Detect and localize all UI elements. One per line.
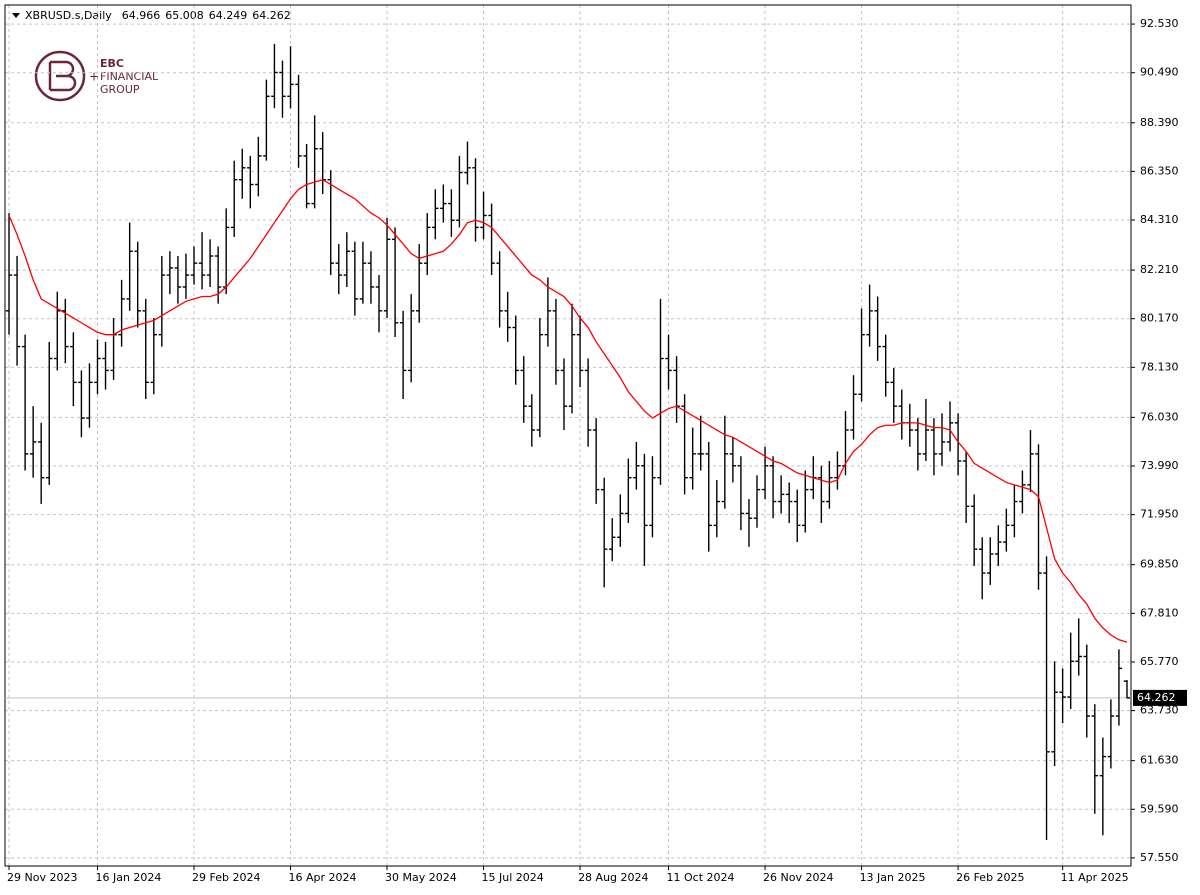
- logo-plus: +: [89, 70, 99, 84]
- y-tick-label: 78.130: [1140, 360, 1179, 373]
- logo: + EBC FINANCIAL GROUP: [34, 50, 159, 102]
- y-tick-label: 73.990: [1140, 459, 1179, 472]
- last-high: 65.008: [165, 9, 204, 22]
- y-tick-label: 82.210: [1140, 263, 1179, 276]
- y-tick-label: 59.590: [1140, 802, 1179, 815]
- logo-glyph: [48, 60, 77, 92]
- y-tick-label: 65.770: [1140, 655, 1179, 668]
- x-tick-label: 30 May 2024: [385, 871, 457, 884]
- y-tick-label: 69.850: [1140, 558, 1179, 571]
- x-tick-label: 29 Nov 2023: [7, 871, 77, 884]
- y-tick-label: 61.630: [1140, 754, 1179, 767]
- chart-title: XBRUSD.s,Daily: [25, 9, 112, 22]
- logo-text: GROUP: [100, 83, 140, 96]
- last-close: 64.262: [252, 9, 291, 22]
- last-open: 64.966: [122, 9, 161, 22]
- y-tick-label: 80.170: [1140, 312, 1179, 325]
- x-tick-label: 28 Aug 2024: [578, 871, 648, 884]
- y-tick-label: 84.310: [1140, 213, 1179, 226]
- x-tick-label: 13 Jan 2025: [860, 871, 926, 884]
- logo-ring: [34, 50, 86, 102]
- dropdown-icon: [12, 13, 20, 18]
- y-tick-label: 63.730: [1140, 704, 1179, 717]
- moving-average: [8, 179, 1128, 643]
- last-low: 64.249: [209, 9, 248, 22]
- last-price-box: [1133, 689, 1187, 706]
- y-tick-label: 88.390: [1140, 116, 1179, 129]
- x-tick-label: 11 Apr 2025: [1061, 871, 1129, 884]
- plot-frame: [4, 4, 1132, 867]
- logo-text: FINANCIAL: [100, 70, 159, 83]
- y-tick-label: 71.950: [1140, 508, 1179, 521]
- y-tick-label: 86.350: [1140, 164, 1179, 177]
- y-tick-label: 92.530: [1140, 17, 1179, 30]
- x-tick-label: 29 Feb 2024: [192, 871, 260, 884]
- x-tick-label: 16 Jan 2024: [95, 871, 161, 884]
- last-price-label: 64.262: [1137, 691, 1176, 704]
- y-tick-label: 67.810: [1140, 606, 1179, 619]
- y-tick-label: 90.490: [1140, 66, 1179, 79]
- x-tick-label: 26 Nov 2024: [763, 871, 833, 884]
- x-tick-label: 16 Apr 2024: [289, 871, 357, 884]
- x-tick-label: 26 Feb 2025: [956, 871, 1024, 884]
- y-tick-label: 57.550: [1140, 851, 1179, 864]
- x-tick-label: 15 Jul 2024: [482, 871, 544, 884]
- logo-text: EBC: [100, 57, 124, 70]
- y-tick-label: 76.030: [1140, 410, 1179, 423]
- x-tick-label: 11 Oct 2024: [667, 871, 735, 884]
- bars: [5, 43, 1131, 841]
- chart-header: XBRUSD.s,Daily 64.966 65.008 64.249 64.262: [25, 9, 291, 22]
